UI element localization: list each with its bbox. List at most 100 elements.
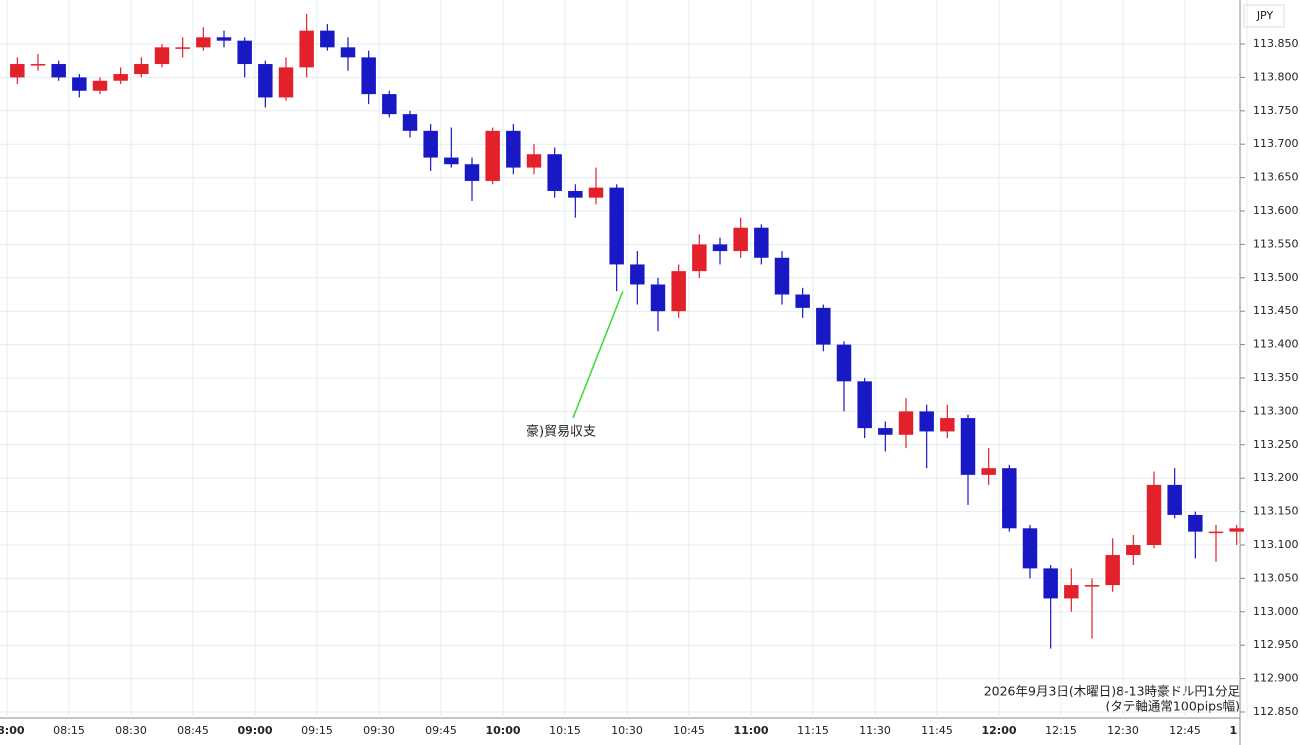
x-tick-label: 09:30 (363, 724, 395, 737)
candle-body (816, 307, 831, 345)
candle-body (464, 164, 480, 181)
y-tick-label: 113.100 (1253, 538, 1299, 551)
candle-body (382, 94, 397, 115)
candle-body (1084, 585, 1100, 587)
candle-body (712, 244, 728, 252)
x-tick-label: 11:30 (859, 724, 891, 737)
y-tick-label: 113.250 (1253, 438, 1299, 451)
candle-body (320, 30, 335, 48)
x-tick-label: 12:15 (1045, 724, 1077, 737)
candle-body (857, 381, 872, 429)
candle-body (340, 47, 356, 58)
candle-body (650, 284, 666, 312)
candle-body (526, 154, 542, 168)
candle-body (1022, 528, 1038, 569)
candle-body (754, 227, 769, 258)
y-tick-label: 113.750 (1253, 104, 1299, 117)
candle-body (1188, 514, 1203, 532)
candle-body (30, 64, 46, 66)
candle-body (630, 264, 645, 285)
candle-body (1126, 545, 1141, 556)
candle-body (51, 64, 66, 78)
y-tick-label: 113.000 (1253, 605, 1299, 618)
candle-body (216, 37, 232, 41)
note: (タテ軸通常100pips幅) (1106, 699, 1240, 714)
y-tick-label: 113.150 (1253, 505, 1299, 518)
currency-box (1243, 4, 1285, 28)
candle-body (609, 187, 624, 265)
candle-body (795, 294, 810, 308)
candle-body (568, 190, 583, 198)
candle-body (981, 468, 996, 475)
y-tick-label: 113.400 (1253, 338, 1299, 351)
candle-body (506, 130, 521, 168)
candle-body (72, 77, 87, 91)
y-tick-label: 113.500 (1253, 271, 1299, 284)
currency-label: JPY (1256, 9, 1274, 22)
candle-body (423, 130, 438, 158)
candle-body (836, 344, 852, 382)
note: 2026年9月3日(木曜日)8-13時豪ドル円1分足 (984, 684, 1241, 699)
candle-body (237, 40, 252, 65)
candle-body (692, 244, 707, 272)
candle-body (485, 130, 500, 181)
y-tick-label: 113.800 (1253, 70, 1299, 83)
x-tick-label: 11:45 (921, 724, 953, 737)
x-tick-label: 13:00 (1229, 724, 1264, 737)
candle-body (1105, 555, 1120, 586)
candle-body (278, 67, 294, 98)
candle-body (588, 187, 604, 198)
candle-body (1043, 568, 1058, 599)
candle-body (299, 30, 314, 68)
candle-body (919, 411, 934, 432)
y-tick-label: 113.300 (1253, 404, 1299, 417)
x-tick-label: 11:15 (797, 724, 829, 737)
y-tick-label: 113.700 (1253, 137, 1299, 150)
x-tick-label: 08:00 (0, 724, 25, 737)
x-tick-label: 10:15 (549, 724, 581, 737)
candle-body (1002, 468, 1017, 529)
x-tick-label: 10:30 (611, 724, 643, 737)
candle-body (196, 37, 211, 48)
y-tick-label: 113.050 (1253, 571, 1299, 584)
x-tick-label: 09:15 (301, 724, 333, 737)
candle-body (134, 64, 149, 75)
candle-body (258, 64, 273, 98)
candle-body (940, 418, 955, 432)
candle-body (547, 154, 562, 191)
y-tick-label: 113.600 (1253, 204, 1299, 217)
y-tick-label: 113.200 (1253, 471, 1299, 484)
candle-body (1146, 484, 1162, 545)
y-tick-label: 112.850 (1253, 705, 1299, 718)
candle-body (898, 411, 914, 435)
candle-body (878, 428, 893, 435)
candle-body (774, 257, 790, 295)
candle-body (402, 114, 418, 131)
x-tick-label: 12:00 (981, 724, 1016, 737)
y-tick-label: 113.350 (1253, 371, 1299, 384)
x-tick-label: 10:00 (485, 724, 520, 737)
candle-body (361, 57, 376, 95)
y-tick-label: 112.900 (1253, 672, 1299, 685)
x-tick-label: 09:00 (237, 724, 272, 737)
y-tick-label: 113.650 (1253, 171, 1299, 184)
x-tick-label: 10:45 (673, 724, 705, 737)
candle-body (113, 74, 128, 81)
annotation-label: 豪)貿易収支 (526, 424, 596, 440)
candle-body (1064, 585, 1079, 599)
candle-body (960, 418, 976, 475)
x-tick-label: 08:30 (115, 724, 147, 737)
x-tick-label: 12:45 (1169, 724, 1201, 737)
candle-body (92, 80, 108, 91)
candle-body (1229, 528, 1244, 532)
y-tick-label: 112.950 (1253, 638, 1299, 651)
x-tick-label: 11:00 (733, 724, 768, 737)
candle-body (444, 157, 459, 165)
y-tick-label: 113.550 (1253, 237, 1299, 250)
candle-body (671, 271, 686, 312)
candle-body (175, 47, 190, 49)
x-tick-label: 08:45 (177, 724, 209, 737)
candle-body (1167, 484, 1182, 515)
